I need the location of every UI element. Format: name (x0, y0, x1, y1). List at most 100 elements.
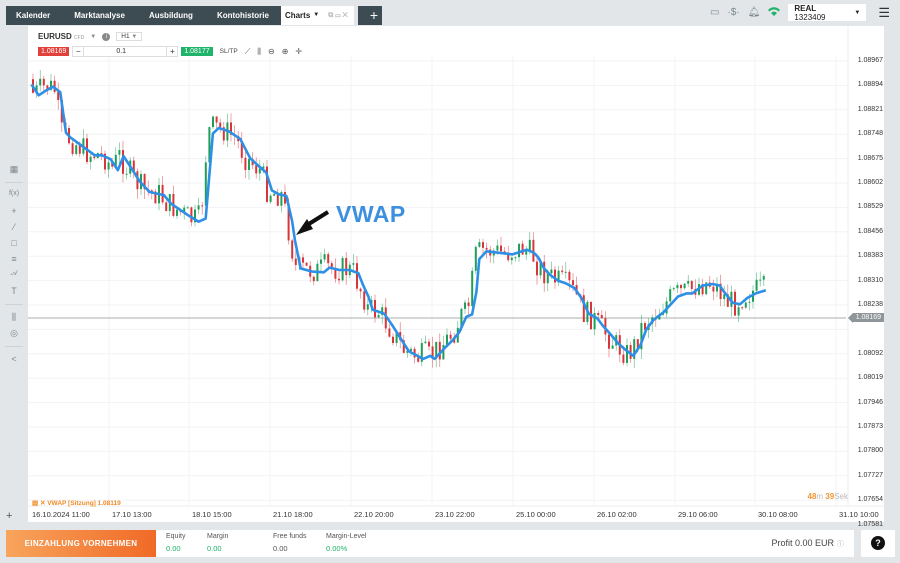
stat-value: 0.00 (273, 544, 288, 553)
price-scale-scrollbar[interactable] (884, 26, 892, 522)
lot-stepper: − + (72, 46, 179, 57)
wifi-icon (768, 6, 781, 19)
timeframe-value: H1 (121, 33, 130, 40)
fibonacci-icon[interactable]: ≡ (11, 254, 17, 264)
rectangle-icon[interactable]: □ (11, 238, 17, 248)
candle-countdown: 48m 39Sek (808, 492, 849, 501)
price-chart[interactable] (28, 26, 892, 522)
price-tick: 1.08529 (857, 203, 883, 211)
top-right-controls: ▭ ·$· 🔔︎ REAL 1323409 ▼ ☰ (709, 4, 890, 22)
price-tick: 1.07946 (857, 398, 883, 406)
stat-label: Margin-Level (326, 533, 367, 540)
price-tick: 1.08019 (857, 374, 883, 382)
top-bar: Kalender Marktanalyse Ausbildung Kontohi… (0, 0, 900, 26)
price-tick: 1.08238 (857, 301, 883, 308)
pattern-icon[interactable]: 𝒜 (10, 270, 18, 277)
tab-bar: Kalender Marktanalyse Ausbildung Kontohi… (6, 6, 382, 25)
time-tick: 22.10 20:00 (354, 510, 394, 519)
lot-size-input[interactable] (83, 47, 168, 56)
account-number: 1323409 (794, 12, 826, 22)
tab-kalender[interactable]: Kalender (6, 6, 63, 25)
info-icon[interactable]: i (102, 32, 111, 41)
vwap-legend-label: VWAP [Sitzung] 1.08119 (47, 500, 121, 507)
line-chart-icon[interactable]: ⟋ (244, 46, 251, 56)
price-tick: 1.08894 (857, 81, 883, 89)
price-tick: 1.08748 (857, 130, 883, 138)
tab-marktanalyse[interactable]: Marktanalyse (62, 6, 137, 25)
stat-value: 0.00% (326, 544, 348, 553)
stat-label: Free funds (273, 533, 307, 540)
bell-icon[interactable]: 🔔︎ (747, 7, 761, 18)
divider (5, 182, 23, 183)
chevron-down-icon: ▼ (854, 9, 861, 16)
bottom-bar: EINZAHLUNG VORNEHMEN Equity 0.00 Margin 0.… (0, 526, 900, 563)
candle-type-icon[interactable]: ⫼ (257, 46, 261, 56)
symbol-type: CFD (74, 35, 85, 41)
symbol-selector[interactable]: EURUSD CFD (38, 32, 84, 41)
account-selector[interactable]: REAL 1323409 ▼ (788, 4, 867, 22)
add-panel-button[interactable]: + (6, 510, 13, 522)
sell-button[interactable]: 1.08169 (38, 47, 70, 56)
function-icon[interactable]: f(x) (8, 190, 20, 197)
layers-icon[interactable]: ◎ (10, 328, 18, 338)
price-tick: 1.07727 (857, 471, 883, 479)
price-tick: 1.08383 (857, 252, 883, 260)
decrease-lot-button[interactable]: − (75, 47, 81, 56)
help-button[interactable]: ? (871, 536, 885, 550)
menu-icon[interactable]: ☰ (878, 4, 890, 20)
text-icon[interactable]: T (11, 286, 17, 296)
price-tick: 1.08092 (857, 349, 883, 357)
window-controls-icon[interactable]: ⧉▭✕ (328, 12, 350, 19)
margin-stat: Margin 0.00 (207, 533, 228, 553)
profit-display: Profit 0.00 EUR ⓘ (771, 538, 844, 549)
time-tick: 26.10 02:00 (597, 510, 637, 519)
sltp-button[interactable]: SL/TP (219, 48, 238, 55)
countdown-minutes: 48 (807, 492, 817, 501)
free-funds-stat: Free funds 0.00 (273, 533, 306, 553)
trendline-icon[interactable]: ⁄ (13, 222, 15, 232)
tab-ausbildung[interactable]: Ausbildung (136, 6, 205, 25)
tab-charts[interactable]: Charts ▼ ⧉▭✕ (280, 6, 354, 25)
zoom-out-icon[interactable]: ⊖ (267, 47, 275, 56)
time-tick: 31.10 10:00 (839, 510, 879, 519)
price-tick: 1.08675 (857, 154, 883, 162)
price-tick: 1.08967 (857, 57, 883, 64)
info-icon[interactable]: ⓘ (837, 541, 844, 548)
add-tab-button[interactable]: + (357, 6, 382, 25)
time-tick: 17.10 13:00 (112, 510, 152, 519)
time-tick: 29.10 06:00 (678, 510, 718, 519)
time-tick: 25.10 00:00 (516, 510, 556, 519)
zoom-in-icon[interactable]: ⊕ (281, 47, 289, 56)
move-icon[interactable]: ✛ (295, 47, 303, 56)
increase-lot-button[interactable]: + (169, 47, 175, 56)
price-tick: 1.08821 (857, 105, 883, 113)
price-tick: 1.08310 (857, 276, 883, 284)
time-tick: 23.10 22:00 (435, 510, 475, 519)
time-tick: 21.10 18:00 (273, 510, 313, 519)
last-price-marker: 1.08169 (847, 313, 884, 323)
price-tick: 1.07800 (857, 447, 883, 455)
time-tick: 16.10.2024 11:00 (32, 510, 90, 519)
profit-label: Profit 0.00 EUR (771, 538, 834, 548)
divider (5, 346, 23, 347)
crosshair-icon[interactable]: + (11, 206, 17, 216)
divider (5, 304, 23, 305)
grid-icon[interactable]: ▦ (9, 164, 19, 174)
currency-exchange-icon[interactable]: ·$· (727, 7, 740, 18)
timeframe-select[interactable]: H1 ▼ (116, 32, 143, 41)
minutes-unit: m (816, 492, 826, 501)
tab-kontohistorie[interactable]: Kontohistorie (204, 6, 281, 25)
chart-panel[interactable]: EURUSD CFD ▼ i H1 ▼ 1.08169 − + 1.08177 … (28, 26, 892, 528)
vwap-legend[interactable]: ▤ ✕ VWAP [Sitzung] 1.08119 (32, 500, 121, 507)
layout-icon[interactable]: ▭ (709, 7, 720, 18)
countdown-seconds: 39 (825, 492, 835, 501)
deposit-button[interactable]: EINZAHLUNG VORNEHMEN (6, 530, 156, 557)
buy-button[interactable]: 1.08177 (181, 47, 213, 56)
stat-label: Equity (166, 533, 186, 540)
caret-down-icon[interactable]: ▼ (90, 33, 97, 40)
stat-value: 0.00 (207, 544, 222, 553)
share-icon[interactable]: < (11, 354, 17, 364)
stat-label: Margin (207, 533, 229, 540)
indicator-icon[interactable]: ⫼ (11, 312, 17, 322)
symbol-name: EURUSD (38, 32, 72, 41)
